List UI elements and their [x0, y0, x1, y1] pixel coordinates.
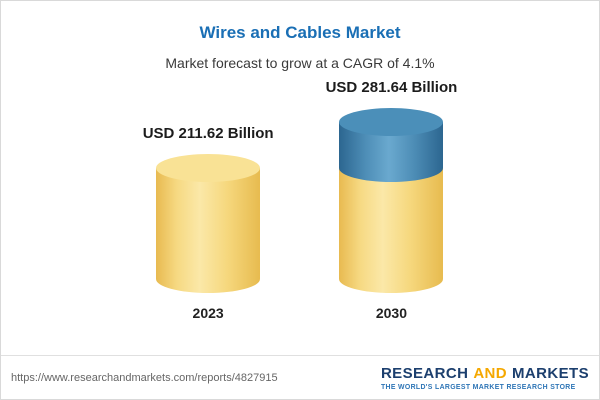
logo-word-research: RESEARCH	[380, 364, 469, 382]
year-label-2030: 2030	[375, 305, 408, 321]
base-segment-body	[339, 168, 444, 293]
logo-tagline: THE WORLD'S LARGEST MARKET RESEARCH STOR…	[380, 383, 576, 391]
value-label-2030: USD 281.64 Billion	[325, 79, 458, 96]
chart-header: Wires and Cables Market Market forecast …	[1, 1, 599, 71]
bar-group-2023: USD 211.62 Billion 2023	[143, 125, 274, 321]
bar-group-2030: USD 281.64 Billion 2030	[326, 79, 458, 321]
logo-wordmark: RESEARCH AND MARKETS	[381, 365, 589, 382]
value-label-2023: USD 211.62 Billion	[142, 125, 274, 142]
research-and-markets-logo: RESEARCH AND MARKETS THE WORLD'S LARGEST…	[381, 365, 589, 391]
cylinder-top-2023	[156, 154, 261, 182]
bar-chart: USD 211.62 Billion 2023 USD 281.64 Billi…	[1, 79, 599, 321]
chart-title: Wires and Cables Market	[199, 23, 401, 42]
footer: https://www.researchandmarkets.com/repor…	[1, 355, 599, 399]
cylinder-top-2030	[339, 108, 444, 136]
report-url-link[interactable]: https://www.researchandmarkets.com/repor…	[11, 371, 278, 384]
logo-word-and: AND	[473, 364, 508, 382]
year-label-2023: 2023	[192, 305, 224, 321]
logo-word-markets: MARKETS	[512, 364, 589, 382]
cylinder-body-2023	[156, 168, 261, 293]
cylinder-2023	[156, 154, 261, 293]
chart-subtitle: Market forecast to grow at a CAGR of 4.1…	[165, 55, 435, 71]
cylinder-2030	[339, 108, 444, 293]
